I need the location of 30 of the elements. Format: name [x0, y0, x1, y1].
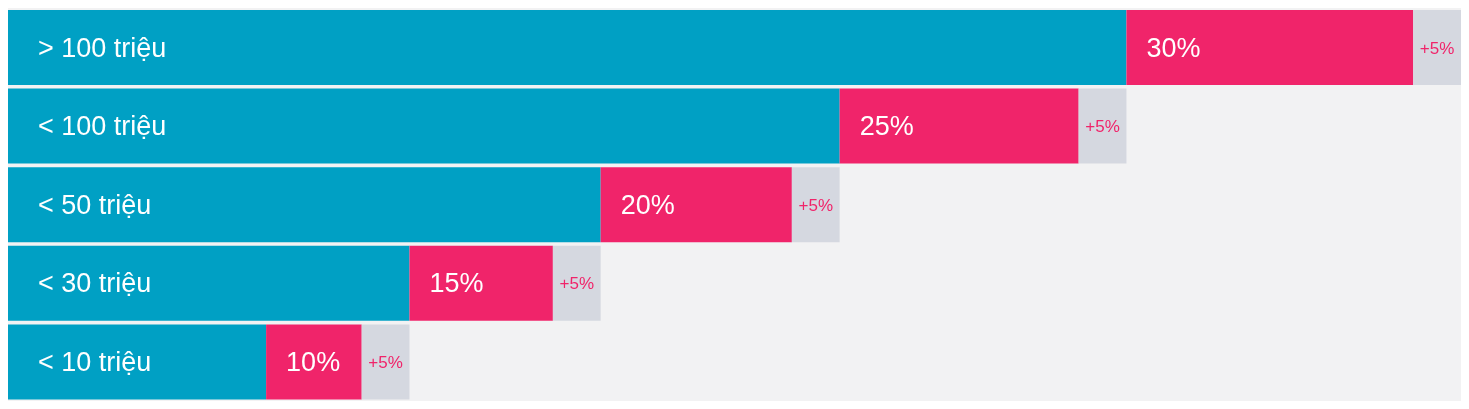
data-label: +5%: [798, 195, 833, 215]
data-label: 30%: [1146, 32, 1201, 63]
bar: [409, 245, 553, 321]
bar: [1078, 88, 1127, 164]
data-label: +5%: [559, 274, 595, 294]
y-tick-label: > 100 triệu: [38, 32, 167, 63]
y-tick-label: < 100 triệu: [38, 111, 167, 142]
y-tick-label: < 10 triệu: [38, 346, 152, 377]
bar: [1126, 10, 1414, 85]
bar: [8, 245, 410, 321]
bar: [791, 167, 840, 243]
data-label: 20%: [620, 189, 675, 220]
bar: [1413, 10, 1461, 85]
bar: [8, 88, 840, 164]
data-label: +5%: [368, 352, 403, 372]
y-tick-label: < 50 triệu: [38, 189, 152, 220]
y-tick-label: < 30 triệu: [38, 268, 152, 299]
bar: [552, 245, 601, 321]
data-label: 10%: [286, 346, 341, 377]
bar: [839, 88, 1079, 164]
bar: [600, 167, 792, 243]
bar: [8, 324, 267, 400]
bar: [8, 10, 1127, 85]
data-label: 25%: [859, 111, 914, 142]
bar: [8, 167, 601, 243]
data-label: +5%: [1085, 117, 1120, 137]
data-label: 15%: [429, 268, 484, 299]
bar: [266, 324, 362, 400]
bar: [361, 324, 410, 400]
data-label: +5%: [1419, 38, 1455, 58]
